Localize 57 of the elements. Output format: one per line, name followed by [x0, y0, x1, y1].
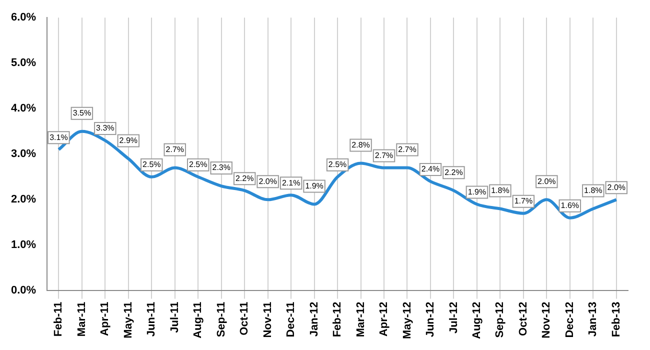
- x-tick-label: Jul-12: [448, 302, 460, 334]
- y-tick-label: 3.0%: [10, 148, 36, 160]
- data-label: 2.3%: [212, 163, 230, 172]
- y-tick-label: 1.0%: [10, 239, 36, 252]
- x-tick-label: Dec-11: [285, 302, 298, 338]
- x-tick-label: Feb-11: [52, 302, 65, 337]
- x-tick-label: Aug-11: [192, 302, 204, 338]
- x-tick-label: Feb-12: [332, 302, 344, 338]
- x-tick-label: Dec-12: [564, 302, 576, 338]
- data-label: 3.5%: [72, 108, 92, 118]
- x-tick-label: Aug-12: [470, 302, 483, 339]
- x-tick-label: Apr-11: [99, 302, 112, 336]
- x-tick-label: Jun-12: [424, 302, 437, 338]
- data-label: 2.7%: [374, 151, 394, 160]
- data-label: 2.5%: [328, 160, 347, 170]
- data-label: 2.7%: [166, 145, 184, 154]
- x-tick-label: Mar-12: [354, 302, 367, 338]
- x-tick-label: Nov-11: [262, 302, 274, 338]
- data-label: 2.9%: [119, 136, 138, 145]
- y-tick-label: 5.0%: [10, 57, 36, 70]
- data-label: 1.6%: [560, 201, 580, 210]
- data-label: 2.1%: [282, 178, 300, 188]
- data-label: 2.2%: [444, 168, 463, 177]
- data-label: 2.0%: [538, 176, 556, 186]
- x-tick-label: Nov-12: [540, 302, 553, 338]
- data-label: 1.9%: [468, 187, 486, 196]
- x-tick-label: Sep-12: [494, 302, 506, 338]
- data-label: 2.4%: [421, 164, 440, 174]
- data-label: 2.5%: [188, 160, 208, 170]
- data-label: 2.7%: [398, 145, 416, 154]
- y-tick-label: 0.0%: [10, 284, 36, 297]
- data-label: 1.8%: [491, 186, 510, 195]
- data-label: 3.3%: [96, 124, 114, 133]
- data-label: 1.7%: [514, 196, 533, 206]
- x-tick-label: Jan-12: [308, 302, 320, 337]
- x-tick-label: Apr-12: [378, 302, 390, 337]
- x-tick-label: Mar-11: [76, 302, 88, 337]
- data-label: 2.8%: [352, 140, 370, 150]
- data-label: 3.1%: [50, 132, 68, 142]
- y-tick-label: 4.0%: [10, 102, 36, 115]
- y-tick-label: 6.0%: [10, 12, 36, 24]
- y-tick-label: 2.0%: [10, 194, 36, 206]
- x-tick-label: May-12: [401, 302, 414, 339]
- data-label: 1.8%: [584, 186, 602, 195]
- data-label: 2.0%: [258, 176, 277, 186]
- x-tick-label: Oct-11: [238, 302, 251, 336]
- x-tick-label: Sep-11: [215, 302, 228, 338]
- x-tick-label: Jun-11: [146, 302, 158, 337]
- x-tick-label: Jan-13: [587, 302, 600, 337]
- x-tick-label: May-11: [122, 302, 134, 338]
- x-tick-label: Oct-12: [517, 302, 530, 336]
- data-label: 1.9%: [305, 181, 324, 190]
- data-label: 2.5%: [142, 160, 161, 170]
- data-label: 2.2%: [235, 174, 254, 183]
- x-tick-label: Feb-13: [610, 302, 622, 338]
- x-tick-label: Jul-11: [168, 302, 181, 333]
- data-label: 2.0%: [607, 182, 626, 192]
